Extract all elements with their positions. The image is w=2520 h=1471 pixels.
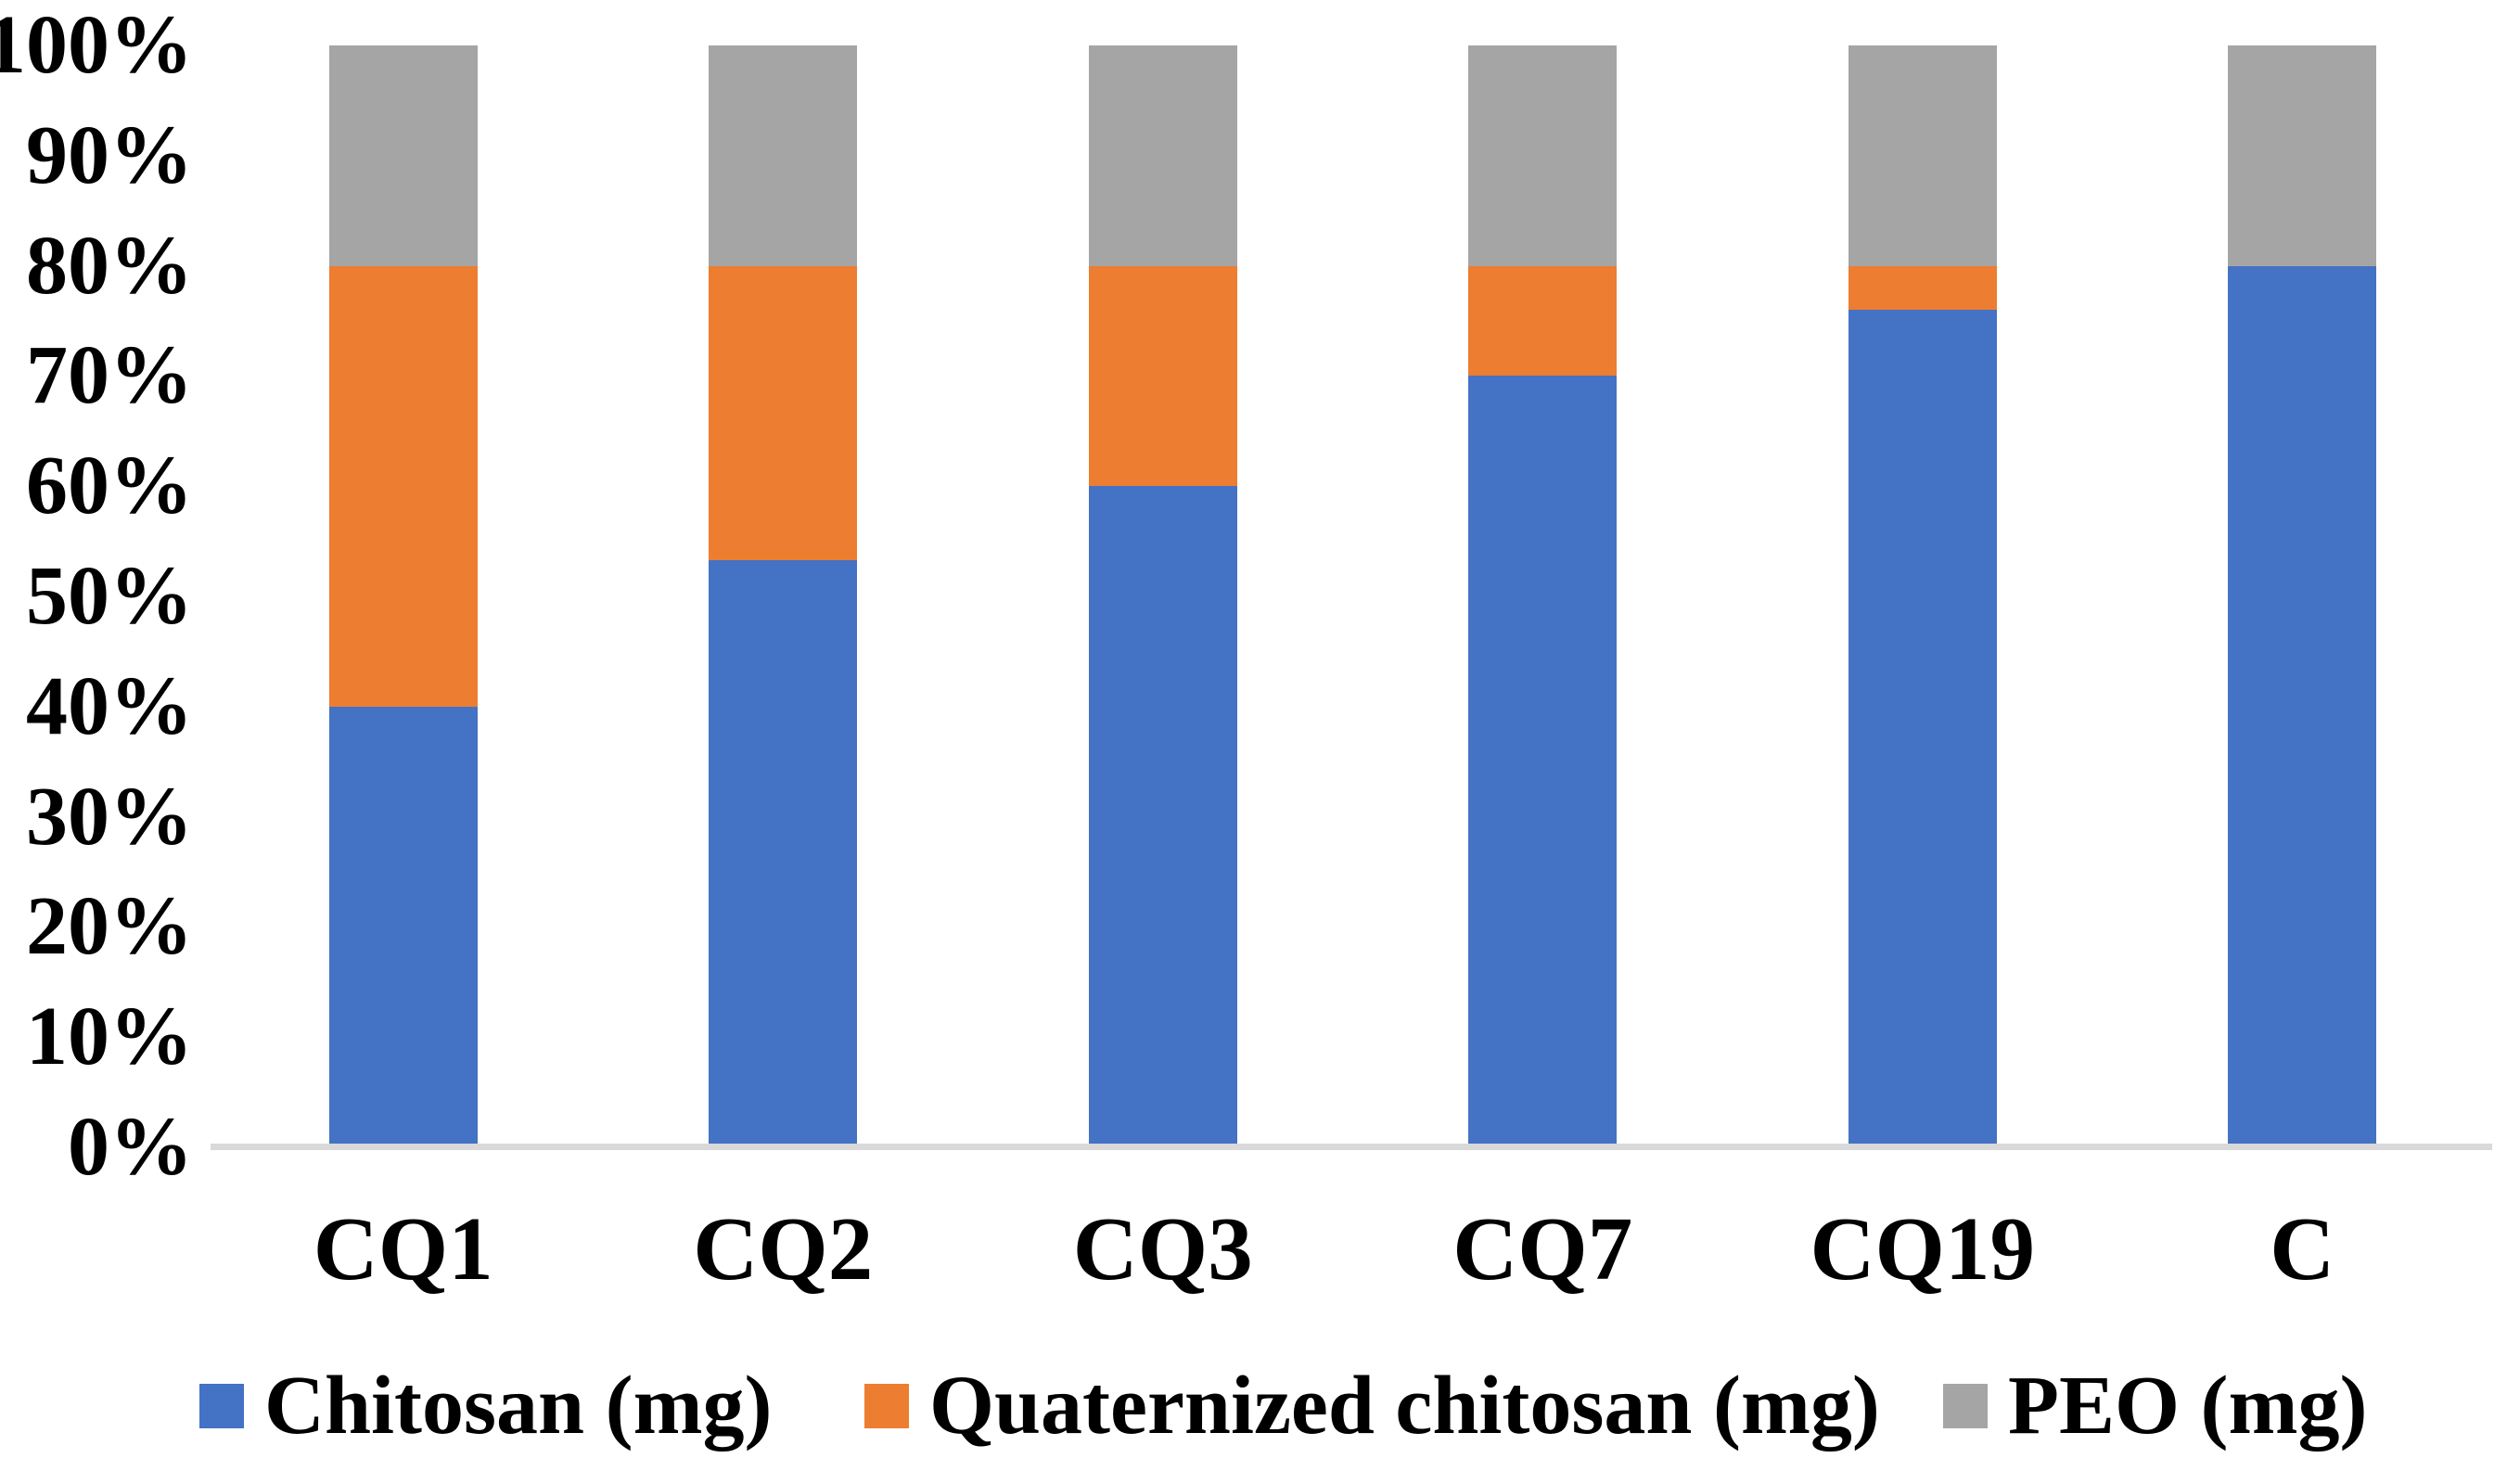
bar-segment-c-chitosan-mg bbox=[2228, 265, 2377, 1147]
x-category-label-cq1: CQ1 bbox=[313, 1199, 493, 1298]
y-axis: 0% 10% 20% 30% 40% 50% 60% 70% 80% 90% 100% bbox=[0, 4, 197, 1189]
x-category-label-cq2: CQ2 bbox=[693, 1199, 874, 1298]
y-tick-label-70: 70% bbox=[26, 329, 193, 422]
bar-segment-cq2-quaternized-chitosan-mg bbox=[709, 265, 858, 560]
x-axis-line bbox=[211, 1144, 2492, 1150]
bar-segment-cq2-peo-mg bbox=[709, 45, 858, 266]
legend-label-quaternized-chitosan-mg: Quaternized chitosan (mg) bbox=[929, 1360, 1880, 1452]
legend-item-chitosan-mg: Chitosan (mg) bbox=[199, 1356, 773, 1456]
x-category-label-cq7: CQ7 bbox=[1452, 1199, 1633, 1298]
bar-segment-cq3-peo-mg bbox=[1088, 45, 1237, 266]
bar-segment-cq7-chitosan-mg bbox=[1468, 376, 1618, 1147]
x-category-label-c: C bbox=[2270, 1199, 2335, 1298]
bar-segment-cq7-quaternized-chitosan-mg bbox=[1468, 265, 1618, 377]
x-category-label-cq3: CQ3 bbox=[1072, 1199, 1253, 1298]
bar-segment-cq3-chitosan-mg bbox=[1088, 486, 1237, 1147]
legend-swatch-icon-chitosan-mg bbox=[199, 1384, 244, 1428]
y-tick-label-30: 30% bbox=[26, 770, 193, 863]
legend-item-quaternized-chitosan-mg: Quaternized chitosan (mg) bbox=[864, 1356, 1880, 1456]
x-axis: CQ1 CQ2 CQ3 CQ7 CQ19 C bbox=[213, 1204, 2492, 1306]
y-tick-label-80: 80% bbox=[26, 219, 193, 312]
bar-slot-cq3 bbox=[973, 45, 1353, 1147]
stacked-bar-cq3 bbox=[1088, 45, 1237, 1147]
stacked-bar-cq1 bbox=[328, 45, 478, 1147]
bar-slot-cq2 bbox=[594, 45, 974, 1147]
bar-segment-cq1-chitosan-mg bbox=[328, 706, 478, 1147]
y-tick-label-0: 0% bbox=[68, 1101, 193, 1193]
bar-segment-cq2-chitosan-mg bbox=[709, 559, 858, 1147]
y-tick-label-100: 100% bbox=[0, 0, 193, 91]
bar-segment-cq19-quaternized-chitosan-mg bbox=[1848, 265, 1997, 311]
bar-slot-cq1 bbox=[213, 45, 594, 1147]
legend-label-peo-mg: PEO (mg) bbox=[2008, 1360, 2368, 1452]
bar-segment-cq3-quaternized-chitosan-mg bbox=[1088, 265, 1237, 487]
bar-slot-cq7 bbox=[1353, 45, 1733, 1147]
y-tick-label-40: 40% bbox=[26, 659, 193, 752]
bar-segment-cq19-peo-mg bbox=[1848, 45, 1997, 266]
bar-segment-cq7-peo-mg bbox=[1468, 45, 1618, 266]
y-tick-label-90: 90% bbox=[26, 109, 193, 201]
stacked-bar-cq2 bbox=[709, 45, 858, 1147]
stacked-bar-cq7 bbox=[1468, 45, 1618, 1147]
stacked-bar-cq19 bbox=[1848, 45, 1997, 1147]
y-tick-label-20: 20% bbox=[26, 880, 193, 973]
bar-slot-cq19 bbox=[1733, 45, 2113, 1147]
y-tick-label-50: 50% bbox=[26, 550, 193, 642]
legend-swatch-icon-peo-mg bbox=[1943, 1384, 1988, 1428]
legend-swatch-icon-quaternized-chitosan-mg bbox=[864, 1384, 909, 1428]
bar-segment-cq1-peo-mg bbox=[328, 45, 478, 266]
legend: Chitosan (mg) Quaternized chitosan (mg) PE… bbox=[0, 1356, 2520, 1458]
x-category-label-cq19: CQ19 bbox=[1810, 1199, 2036, 1298]
y-tick-label-60: 60% bbox=[26, 440, 193, 532]
bar-segment-c-peo-mg bbox=[2228, 45, 2377, 266]
legend-item-peo-mg: PEO (mg) bbox=[1943, 1356, 2367, 1456]
stacked-bar-c bbox=[2228, 45, 2377, 1147]
bar-segment-cq1-quaternized-chitosan-mg bbox=[328, 265, 478, 707]
plot-area bbox=[213, 45, 2492, 1147]
bar-slot-c bbox=[2113, 45, 2493, 1147]
legend-label-chitosan-mg: Chitosan (mg) bbox=[264, 1360, 773, 1452]
bar-segment-cq19-chitosan-mg bbox=[1848, 310, 1997, 1147]
y-tick-label-10: 10% bbox=[26, 991, 193, 1083]
